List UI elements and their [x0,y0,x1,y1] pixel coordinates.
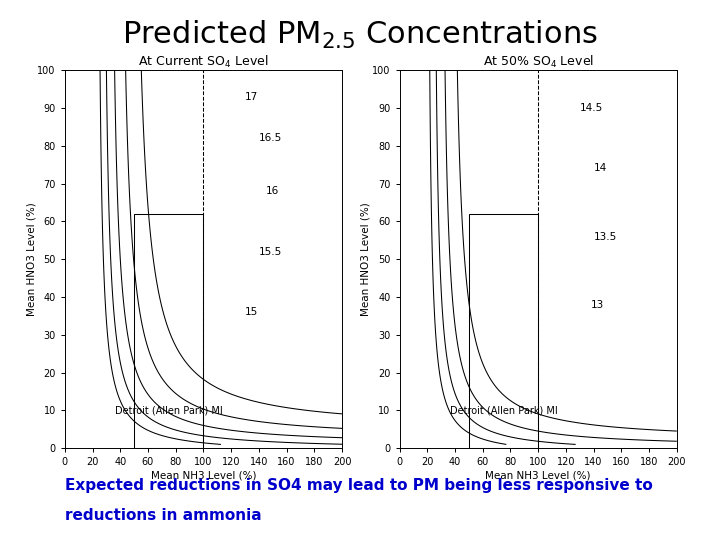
Text: 16: 16 [266,186,279,196]
Title: At 50% SO$_4$ Level: At 50% SO$_4$ Level [482,54,594,70]
Text: Expected reductions in SO4 may lead to PM being less responsive to: Expected reductions in SO4 may lead to P… [65,478,652,493]
Y-axis label: Mean HNO3 Level (%): Mean HNO3 Level (%) [26,202,36,316]
Text: 15: 15 [245,307,258,317]
Title: At Current SO$_4$ Level: At Current SO$_4$ Level [138,54,269,70]
Text: Detroit (Allen Park) MI: Detroit (Allen Park) MI [115,406,222,415]
Text: Detroit (Allen Park) MI: Detroit (Allen Park) MI [450,406,557,415]
Text: 17: 17 [245,92,258,102]
Text: 14.5: 14.5 [580,103,603,113]
Text: 16.5: 16.5 [259,133,282,143]
Text: 13: 13 [591,300,604,309]
Bar [134,214,203,448]
X-axis label: Mean NH3 Level (%): Mean NH3 Level (%) [150,470,256,480]
Text: 14: 14 [594,164,607,173]
X-axis label: Mean NH3 Level (%): Mean NH3 Level (%) [485,470,591,480]
Text: 13.5: 13.5 [594,232,617,241]
Y-axis label: Mean HNO3 Level (%): Mean HNO3 Level (%) [361,202,371,316]
Text: Predicted PM$_{2.5}$ Concentrations: Predicted PM$_{2.5}$ Concentrations [122,19,598,51]
Text: 15.5: 15.5 [259,247,282,256]
Bar [469,214,539,448]
Text: reductions in ammonia: reductions in ammonia [65,508,261,523]
